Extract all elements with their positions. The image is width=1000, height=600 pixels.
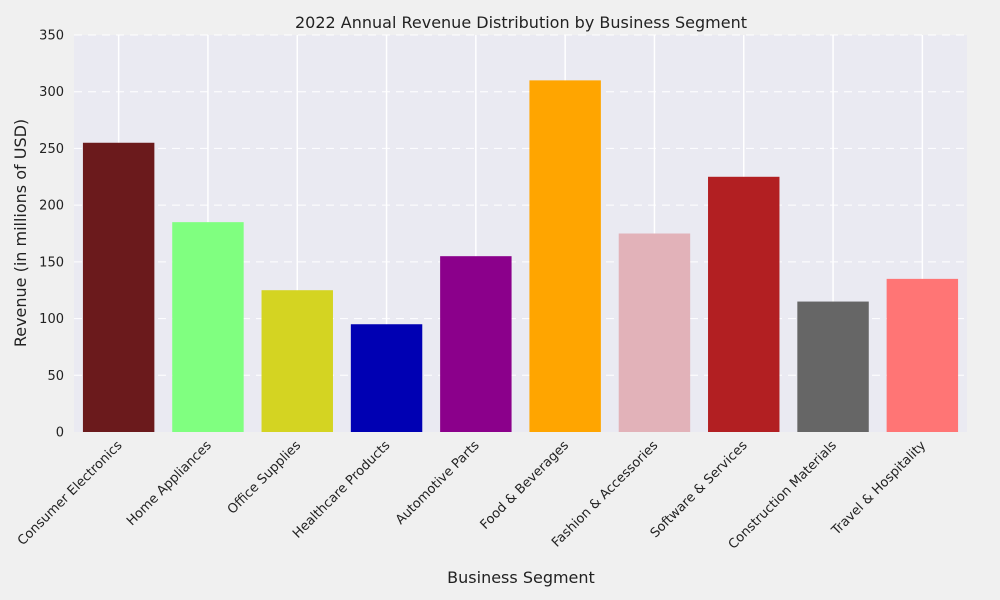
chart-title: 2022 Annual Revenue Distribution by Busi… [295, 13, 747, 32]
bar [618, 233, 691, 432]
y-tick-label: 200 [39, 199, 64, 214]
y-tick-label: 250 [39, 142, 64, 157]
x-tick-label: Home Appliances [124, 438, 215, 529]
bar [261, 290, 333, 432]
bar [708, 176, 780, 432]
x-tick-label: Travel & Hospitality [828, 438, 929, 539]
y-tick-label: 100 [39, 312, 64, 327]
y-tick-label: 50 [47, 369, 64, 384]
y-tick-label: 300 [39, 85, 64, 100]
bar [172, 222, 244, 432]
y-tick-label: 150 [39, 255, 64, 270]
x-tick-label: Fashion & Accessories [549, 438, 661, 550]
y-tick-label: 350 [39, 29, 64, 44]
x-axis-label: Business Segment [447, 568, 595, 587]
bar [350, 324, 423, 432]
x-tick-label: Consumer Electronics [15, 438, 126, 549]
x-tick-label: Office Supplies [225, 438, 304, 517]
x-tick-label: Healthcare Products [290, 438, 393, 541]
x-tick-label: Food & Beverages [478, 438, 573, 533]
x-tick-label: Software & Services [648, 438, 751, 541]
bar [886, 278, 959, 432]
bar [797, 301, 869, 432]
bar [440, 256, 512, 432]
x-tick-label: Automotive Parts [393, 438, 483, 528]
bar [529, 80, 601, 432]
y-axis-label: Revenue (in millions of USD) [11, 119, 30, 347]
bars [82, 80, 959, 432]
y-axis-ticks: 0 50 100 150 200 250 300 350 [39, 29, 64, 441]
y-tick-label: 0 [56, 426, 64, 441]
bar [82, 142, 155, 432]
